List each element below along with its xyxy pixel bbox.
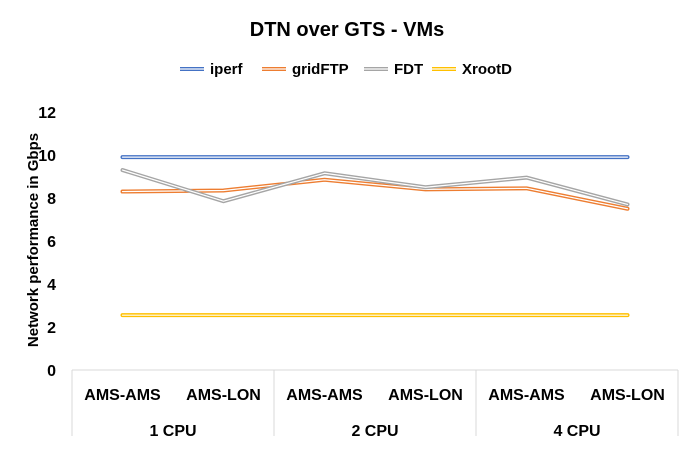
legend-label: FDT [394, 61, 423, 78]
x-category-label: AMS-AMS [286, 387, 363, 404]
x-category-label: AMS-LON [590, 387, 665, 404]
series-FDT-line [120, 168, 630, 207]
chart-title: DTN over GTS - VMs [250, 19, 444, 41]
y-tick-label: 10 [38, 148, 56, 165]
y-tick-label: 2 [47, 320, 56, 337]
legend-label: XrootD [462, 61, 512, 78]
series-line-core [121, 179, 629, 210]
legend: iperf gridFTP FDT XrootD [180, 61, 512, 78]
y-tick-label: 4 [47, 277, 56, 294]
x-group-label: 2 CPU [351, 423, 398, 440]
series-gridFTP-line [120, 177, 630, 211]
x-category-label: AMS-AMS [488, 387, 565, 404]
plot-area: 0 2 4 6 8 10 12 AMS-AMS AMS-LON AMS-AMS AMS-LON AMS… [38, 105, 679, 440]
y-tick-label: 8 [47, 191, 56, 208]
y-axis-label: Network performance in Gbps [25, 133, 42, 347]
y-tick-label: 0 [47, 363, 56, 380]
x-category-label: AMS-LON [388, 387, 463, 404]
y-tick-label: 6 [47, 234, 56, 251]
x-category-label: AMS-AMS [84, 387, 161, 404]
legend-item-XrootD: XrootD [432, 61, 512, 78]
x-category-label: AMS-LON [186, 387, 261, 404]
legend-label: iperf [210, 61, 244, 78]
series-line-outer [120, 168, 630, 207]
x-group-label: 1 CPU [149, 423, 196, 440]
legend-label: gridFTP [292, 61, 349, 78]
series-line-core [121, 169, 629, 206]
y-tick-label: 12 [38, 105, 56, 122]
legend-item-iperf: iperf [180, 61, 244, 78]
x-group-label: 4 CPU [553, 423, 600, 440]
legend-item-FDT: FDT [364, 61, 423, 78]
legend-item-gridFTP: gridFTP [262, 61, 349, 78]
